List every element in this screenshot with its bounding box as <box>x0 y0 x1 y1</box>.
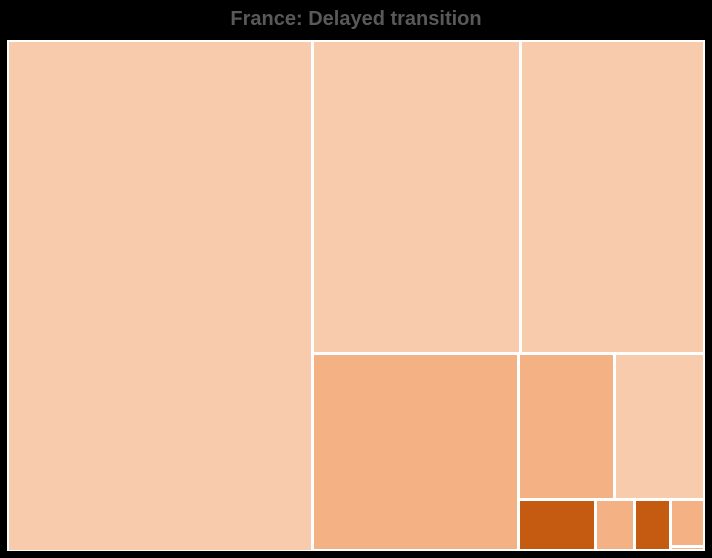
treemap-tile <box>520 500 594 550</box>
treemap-tile <box>596 500 634 550</box>
treemap-tile <box>615 354 704 498</box>
treemap-tile <box>671 548 704 550</box>
treemap-tile <box>314 354 518 550</box>
treemap-chart <box>7 40 705 551</box>
treemap-tile <box>671 500 704 546</box>
treemap-tile <box>314 41 519 352</box>
treemap-tile <box>636 500 669 550</box>
treemap-tile <box>520 354 613 498</box>
treemap-tile <box>8 41 312 550</box>
treemap-tile <box>521 41 704 352</box>
chart-title: France: Delayed transition <box>230 8 482 30</box>
